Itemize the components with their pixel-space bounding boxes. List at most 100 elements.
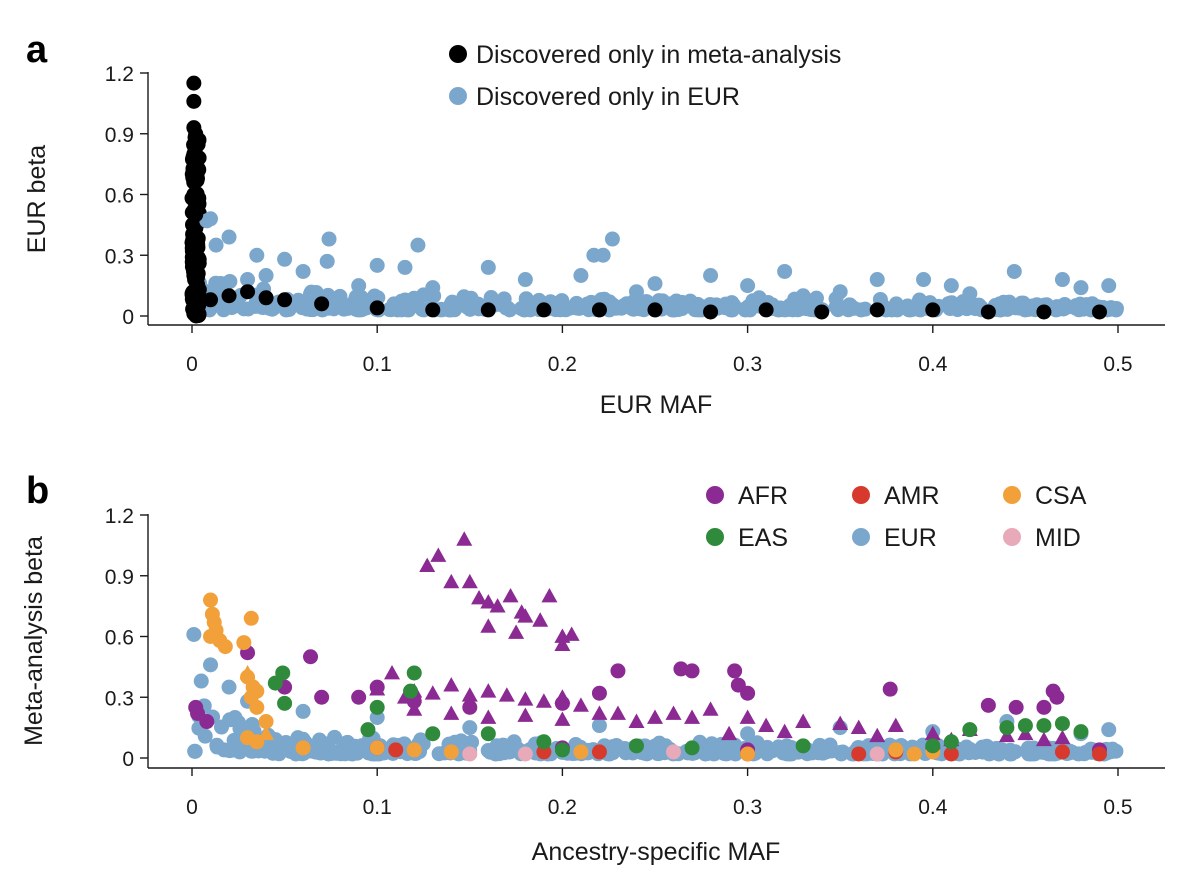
data-point xyxy=(554,742,570,758)
data-point xyxy=(628,284,644,300)
data-point xyxy=(1006,263,1022,279)
data-point xyxy=(1101,278,1117,294)
data-point xyxy=(591,718,607,734)
data-point xyxy=(684,740,700,756)
data-point xyxy=(443,677,460,692)
data-point xyxy=(1017,718,1033,734)
data-point xyxy=(647,709,663,724)
data-point xyxy=(425,280,441,296)
data-point-band xyxy=(290,292,306,308)
data-point-band xyxy=(830,302,846,318)
data-point xyxy=(882,681,898,697)
data-point xyxy=(869,272,885,288)
legend-marker-amr xyxy=(852,486,870,504)
x-tick-label: 0 xyxy=(186,353,198,376)
data-point xyxy=(351,689,367,705)
data-point xyxy=(424,685,441,700)
data-point-band xyxy=(604,744,620,760)
data-point xyxy=(471,590,488,605)
legend-marker-eur xyxy=(852,528,870,546)
data-point xyxy=(462,746,478,762)
data-point-band xyxy=(496,745,512,761)
data-point xyxy=(480,302,496,318)
data-point xyxy=(480,259,496,275)
data-point xyxy=(943,278,959,294)
data-point xyxy=(1073,280,1089,296)
data-point xyxy=(186,75,202,91)
data-point xyxy=(591,685,607,701)
x-tick-label: 0.1 xyxy=(363,796,392,819)
data-point xyxy=(795,288,811,304)
data-point xyxy=(980,697,996,713)
panel-b-y-ticks: 0 0.3 0.6 0.9 1.2 xyxy=(105,505,148,771)
data-point xyxy=(303,649,319,665)
data-point xyxy=(962,286,978,302)
legend-label-eas: EAS xyxy=(738,524,788,552)
data-point xyxy=(1091,746,1107,762)
data-point xyxy=(410,237,426,253)
data-point xyxy=(221,288,237,304)
data-point-band xyxy=(1068,298,1084,314)
data-point xyxy=(351,278,367,294)
data-point-band xyxy=(717,300,733,316)
data-point xyxy=(443,744,459,760)
data-point xyxy=(203,592,219,608)
panel-a: a 0 0.3 0.6 0.9 1.2 0 0.1 0.2 0.3 0.4 0.5 EUR bet… xyxy=(23,29,1165,419)
data-point xyxy=(462,720,478,736)
data-point-band xyxy=(797,299,813,315)
data-point xyxy=(1036,718,1052,734)
legend-marker-csa xyxy=(1003,486,1021,504)
data-point-band xyxy=(784,746,800,762)
data-point xyxy=(869,746,885,762)
legend-label-mid: MID xyxy=(1035,524,1081,552)
legend-label-eur-only: Discovered only in EUR xyxy=(476,83,740,111)
data-point-band xyxy=(317,737,333,753)
data-point xyxy=(319,253,335,269)
legend-marker-eur-only xyxy=(449,87,467,105)
data-point xyxy=(193,673,209,689)
data-point xyxy=(489,598,506,613)
data-point-band xyxy=(581,302,597,318)
data-point xyxy=(1036,304,1052,320)
data-point xyxy=(188,288,204,304)
data-point-band xyxy=(759,746,775,762)
panel-b: b 0 0.3 0.6 0.9 1.2 0 0.1 0.2 0.3 0.4 0.5 Meta-an… xyxy=(20,470,1165,866)
data-point xyxy=(186,626,202,642)
data-point xyxy=(517,691,534,706)
data-point xyxy=(295,703,311,719)
data-point xyxy=(314,296,330,312)
data-point xyxy=(456,531,473,546)
data-point-spine xyxy=(188,305,204,321)
data-point xyxy=(832,715,849,730)
data-point xyxy=(221,229,237,245)
data-point xyxy=(591,744,607,760)
data-point-band xyxy=(385,301,401,317)
data-point xyxy=(186,187,202,202)
data-point xyxy=(186,268,202,283)
data-point xyxy=(443,705,460,720)
data-point xyxy=(647,276,663,292)
data-point-band xyxy=(996,294,1012,310)
data-point-band xyxy=(463,290,479,306)
data-point xyxy=(541,588,558,603)
data-point xyxy=(314,689,330,705)
panel-a-letter: a xyxy=(26,29,48,71)
data-point xyxy=(1008,699,1024,715)
data-point xyxy=(369,740,385,756)
panel-a-x-title: EUR MAF xyxy=(600,391,713,419)
data-point xyxy=(924,725,941,741)
data-point xyxy=(1091,304,1107,320)
data-point xyxy=(461,573,478,589)
data-point xyxy=(980,304,996,320)
x-tick-label: 0.4 xyxy=(918,353,948,376)
x-tick-label: 0.2 xyxy=(548,796,577,819)
data-point-band xyxy=(1024,746,1040,762)
data-point xyxy=(628,738,644,754)
panel-a-y-title: EUR beta xyxy=(23,145,51,253)
data-point xyxy=(628,713,645,728)
data-point xyxy=(502,588,519,603)
data-point xyxy=(188,126,204,142)
x-tick-label: 0.3 xyxy=(733,353,762,376)
data-point xyxy=(532,612,549,627)
